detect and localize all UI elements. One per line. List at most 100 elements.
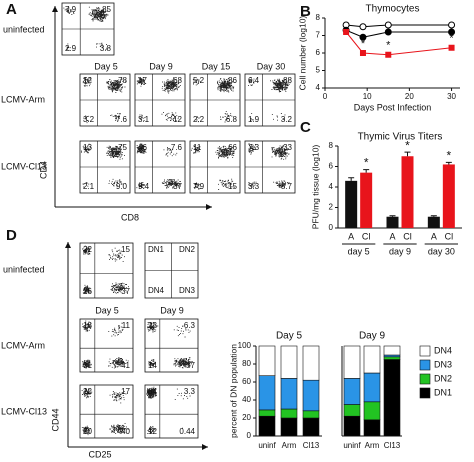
x-tick-label: Arm xyxy=(365,441,380,450)
events xyxy=(248,76,291,121)
marker xyxy=(448,21,456,29)
x-tick-label: 10 xyxy=(363,92,372,101)
quadrant-value: 23 xyxy=(148,321,157,330)
panel-label: C xyxy=(300,119,311,136)
quadrant-value: 84 xyxy=(148,387,157,396)
y-axis-label: PFU/mg tissue (log10) xyxy=(310,145,320,230)
y-tick-label: 5 xyxy=(316,66,321,75)
quadrant-value: 5.2 xyxy=(193,76,205,85)
quadrant-value: 12 xyxy=(83,76,92,85)
axis-label: CD25 xyxy=(88,449,111,459)
bar-segment xyxy=(343,345,361,379)
quadrant-value: 37 xyxy=(121,287,130,296)
series-line xyxy=(346,24,452,28)
quadrant-value: 8.7 xyxy=(281,182,293,191)
quadrant-value: 78 xyxy=(118,76,127,85)
y-tick-label: 0 xyxy=(329,223,334,232)
quadrant-value: 86 xyxy=(228,76,237,85)
y-axis-label: percent of DN population xyxy=(228,344,238,438)
day-label: Day 15 xyxy=(202,61,231,71)
quadrant-value: 31 xyxy=(83,361,92,370)
quadrant-value: 46 xyxy=(138,143,147,152)
panel-label: A xyxy=(6,1,17,18)
legend-swatch xyxy=(419,373,431,385)
legend-label: DN4 xyxy=(434,345,452,355)
bar-segment xyxy=(280,345,298,379)
quadrant-value: 17 xyxy=(138,76,147,85)
bar-segment xyxy=(258,415,276,437)
significance: * xyxy=(446,149,451,163)
y-tick-label: 60 xyxy=(242,377,251,386)
events xyxy=(136,143,181,189)
x-tick-label: Cl xyxy=(445,231,454,241)
quadrant-value: 0.44 xyxy=(179,427,195,436)
row-label: LCMV-Arm xyxy=(1,340,45,350)
marker xyxy=(385,51,392,58)
quadrant-value: 2.2 xyxy=(193,115,205,124)
quadrant-value: 41 xyxy=(121,361,130,370)
group-label: day 9 xyxy=(389,246,411,256)
x-tick-label: Cl xyxy=(362,231,371,241)
x-tick-label: Cl13 xyxy=(384,441,401,450)
marker xyxy=(359,50,366,56)
quadrant-value: 11 xyxy=(193,143,202,152)
x-tick-label: A xyxy=(389,231,395,241)
events xyxy=(248,143,290,189)
quadrant-value: 7.9 xyxy=(65,5,77,14)
row-label: uninfected xyxy=(3,264,45,274)
x-tick-label: 20 xyxy=(405,92,414,101)
group-label: day 5 xyxy=(348,246,370,256)
quadrant-value: 3.2 xyxy=(83,115,95,124)
x-tick-label: Arm xyxy=(282,441,297,450)
quadrant-value: 6.3 xyxy=(184,321,196,330)
error-bar xyxy=(348,177,355,181)
bar-segment xyxy=(302,379,320,412)
quadrant-value: 15 xyxy=(121,245,130,254)
bar-segment xyxy=(302,417,320,437)
quadrant-value: 9.0 xyxy=(116,182,128,191)
bar-segment xyxy=(383,345,401,356)
bar-segment xyxy=(363,401,381,421)
quadrant-value: 7.6 xyxy=(116,115,128,124)
marker xyxy=(384,21,392,29)
quadrant-value: 12 xyxy=(173,115,182,124)
quadrant-value: 75 xyxy=(118,143,127,152)
marker xyxy=(359,23,367,31)
bar-segment xyxy=(258,345,276,377)
significance: * xyxy=(386,40,391,52)
bar-segment xyxy=(258,375,276,411)
quadrant-value: 7.3 xyxy=(248,143,260,152)
row-label: LCMV-Cl13 xyxy=(1,161,47,171)
y-tick-label: 8 xyxy=(316,13,321,22)
legend-label: DN1 xyxy=(434,387,452,397)
error-bar xyxy=(389,215,396,217)
bar xyxy=(345,180,358,228)
significance: * xyxy=(364,156,369,170)
chart-title: Day 5 xyxy=(276,331,303,342)
y-tick-label: 2 xyxy=(329,203,334,212)
error-bar xyxy=(445,161,452,165)
marker xyxy=(359,33,367,41)
events xyxy=(81,388,129,436)
quadrant-value: 2.9 xyxy=(65,44,77,53)
quadrant-value: 13 xyxy=(83,143,92,152)
day-label: Day 9 xyxy=(160,305,184,315)
events xyxy=(63,6,109,51)
significance: * xyxy=(449,33,454,45)
bar-segment xyxy=(343,404,361,417)
panel-label: D xyxy=(6,227,17,244)
y-tick-label: 100 xyxy=(238,341,252,350)
y-axis-label: Cell number (log10) xyxy=(297,16,307,91)
marker xyxy=(448,44,455,51)
events xyxy=(82,320,129,369)
y-tick-label: 4 xyxy=(316,83,321,92)
error-bar xyxy=(404,151,411,157)
bar xyxy=(401,156,414,228)
quadrant-value: 15 xyxy=(228,182,237,191)
y-tick-label: 20 xyxy=(242,413,251,422)
x-tick-label: A xyxy=(431,231,437,241)
y-tick-label: 40 xyxy=(242,395,251,404)
quadrant-value: 68 xyxy=(173,76,182,85)
